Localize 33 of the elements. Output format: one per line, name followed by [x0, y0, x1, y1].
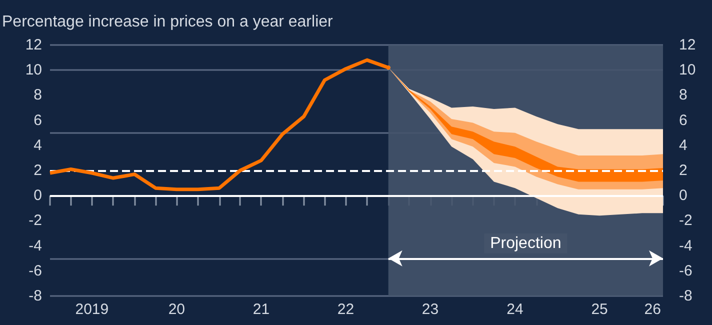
line-series — [48, 58, 390, 192]
y-tick-label: -2 — [28, 212, 42, 230]
y2-tick-label: 0 — [679, 187, 688, 204]
band-label: Projection — [490, 234, 562, 252]
x-tick-label: 2019 — [75, 301, 109, 318]
y-tick-label: 0 — [34, 187, 42, 204]
y2-tick-label: 12 — [679, 36, 696, 54]
y2-tick-label: 8 — [679, 86, 688, 104]
y2-tick-label: 6 — [679, 112, 688, 129]
y-tick-label: 8 — [34, 86, 42, 104]
x-tick-label: 21 — [252, 301, 270, 318]
x-tick-label: 24 — [506, 301, 524, 318]
y-tick-label: -4 — [28, 237, 42, 254]
y-tick-label: 2 — [34, 162, 42, 179]
y2-tick-label: 10 — [679, 62, 696, 79]
y-axis-title: Percentage increase in prices on a year earlier — [2, 14, 334, 30]
x-tick-label: 20 — [168, 301, 186, 318]
y2-tick-label: 2 — [679, 162, 688, 179]
y-tick-label: -6 — [28, 262, 42, 280]
y-tick-label: 4 — [34, 136, 42, 154]
x-tick-label: 26 — [644, 301, 661, 318]
y-tick-label: -8 — [28, 288, 42, 304]
y2-tick-label: 4 — [679, 136, 688, 154]
y-tick-label: 12 — [25, 36, 42, 54]
x-tick-label: 22 — [337, 301, 354, 318]
x-tick-label: 23 — [422, 301, 439, 318]
y2-tick-label: -2 — [679, 212, 692, 230]
y-tick-label: 10 — [25, 62, 42, 79]
y2-tick-label: -8 — [679, 288, 692, 304]
y-tick-label: 6 — [34, 112, 42, 129]
y2-tick-label: -4 — [679, 237, 692, 254]
y2-tick-label: -6 — [679, 262, 692, 280]
x-tick-label: 25 — [591, 301, 608, 318]
